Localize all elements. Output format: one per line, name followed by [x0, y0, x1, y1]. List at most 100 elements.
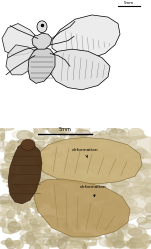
Ellipse shape — [86, 181, 101, 186]
Ellipse shape — [69, 136, 81, 141]
Ellipse shape — [32, 147, 48, 150]
Ellipse shape — [122, 151, 128, 155]
Ellipse shape — [53, 150, 62, 157]
Ellipse shape — [7, 142, 20, 147]
Ellipse shape — [109, 154, 126, 165]
Ellipse shape — [33, 217, 47, 226]
Ellipse shape — [9, 230, 13, 234]
Ellipse shape — [30, 186, 41, 189]
Ellipse shape — [126, 243, 136, 247]
Ellipse shape — [32, 221, 47, 230]
Ellipse shape — [121, 185, 128, 192]
Ellipse shape — [6, 212, 12, 218]
Ellipse shape — [58, 141, 67, 144]
Ellipse shape — [86, 152, 95, 154]
Ellipse shape — [80, 141, 92, 149]
Ellipse shape — [124, 148, 138, 153]
Ellipse shape — [84, 140, 95, 146]
Ellipse shape — [109, 129, 126, 139]
Ellipse shape — [93, 177, 108, 186]
Ellipse shape — [77, 210, 88, 219]
Ellipse shape — [35, 149, 40, 152]
Ellipse shape — [48, 219, 53, 225]
Ellipse shape — [35, 242, 43, 249]
Ellipse shape — [111, 180, 129, 187]
Ellipse shape — [129, 175, 140, 183]
Ellipse shape — [144, 171, 149, 176]
Ellipse shape — [75, 139, 82, 141]
Ellipse shape — [60, 204, 69, 207]
Ellipse shape — [93, 139, 99, 146]
Ellipse shape — [29, 244, 41, 249]
Text: 5mm: 5mm — [59, 127, 71, 132]
Ellipse shape — [114, 213, 130, 216]
Ellipse shape — [41, 236, 49, 238]
Ellipse shape — [41, 198, 52, 203]
Ellipse shape — [66, 226, 72, 234]
Ellipse shape — [145, 183, 151, 192]
Ellipse shape — [95, 223, 104, 226]
Ellipse shape — [21, 139, 35, 150]
Ellipse shape — [42, 173, 55, 180]
Ellipse shape — [24, 216, 28, 218]
Ellipse shape — [112, 230, 123, 241]
Ellipse shape — [128, 198, 134, 202]
Ellipse shape — [129, 139, 137, 145]
Ellipse shape — [108, 136, 120, 138]
Ellipse shape — [41, 154, 44, 162]
Ellipse shape — [56, 201, 72, 208]
Ellipse shape — [21, 212, 30, 221]
Ellipse shape — [95, 148, 100, 158]
Ellipse shape — [60, 187, 65, 190]
Ellipse shape — [94, 189, 104, 197]
Ellipse shape — [130, 227, 146, 238]
Ellipse shape — [112, 163, 127, 168]
Ellipse shape — [24, 201, 35, 203]
Ellipse shape — [147, 189, 151, 192]
Ellipse shape — [11, 241, 21, 246]
Ellipse shape — [130, 237, 142, 244]
Ellipse shape — [96, 226, 112, 234]
Ellipse shape — [25, 144, 40, 152]
Ellipse shape — [28, 240, 42, 246]
Ellipse shape — [14, 153, 18, 158]
Ellipse shape — [103, 144, 110, 151]
Ellipse shape — [0, 220, 5, 228]
Ellipse shape — [105, 225, 116, 227]
Ellipse shape — [32, 161, 48, 172]
Ellipse shape — [43, 233, 56, 238]
Ellipse shape — [26, 236, 36, 244]
Ellipse shape — [36, 189, 39, 200]
Ellipse shape — [30, 174, 34, 184]
Ellipse shape — [61, 224, 68, 228]
Ellipse shape — [11, 144, 16, 150]
Ellipse shape — [41, 168, 57, 178]
Ellipse shape — [52, 206, 63, 209]
Ellipse shape — [0, 126, 14, 130]
Ellipse shape — [35, 135, 48, 140]
Ellipse shape — [81, 204, 92, 212]
Ellipse shape — [92, 218, 96, 228]
Ellipse shape — [3, 146, 14, 151]
Ellipse shape — [64, 203, 75, 213]
Ellipse shape — [112, 185, 126, 194]
Ellipse shape — [137, 217, 147, 224]
Ellipse shape — [37, 171, 41, 180]
Ellipse shape — [64, 224, 74, 233]
Ellipse shape — [51, 136, 60, 147]
Ellipse shape — [134, 161, 143, 168]
Ellipse shape — [92, 169, 101, 175]
Ellipse shape — [104, 238, 118, 246]
Ellipse shape — [105, 199, 111, 203]
Ellipse shape — [17, 205, 21, 215]
Ellipse shape — [38, 216, 56, 225]
Ellipse shape — [137, 136, 147, 138]
Ellipse shape — [17, 131, 32, 140]
Ellipse shape — [22, 164, 35, 173]
Ellipse shape — [77, 212, 88, 218]
Ellipse shape — [7, 221, 17, 230]
Ellipse shape — [129, 171, 134, 174]
Ellipse shape — [37, 181, 46, 190]
Ellipse shape — [22, 187, 39, 196]
Ellipse shape — [146, 215, 151, 221]
